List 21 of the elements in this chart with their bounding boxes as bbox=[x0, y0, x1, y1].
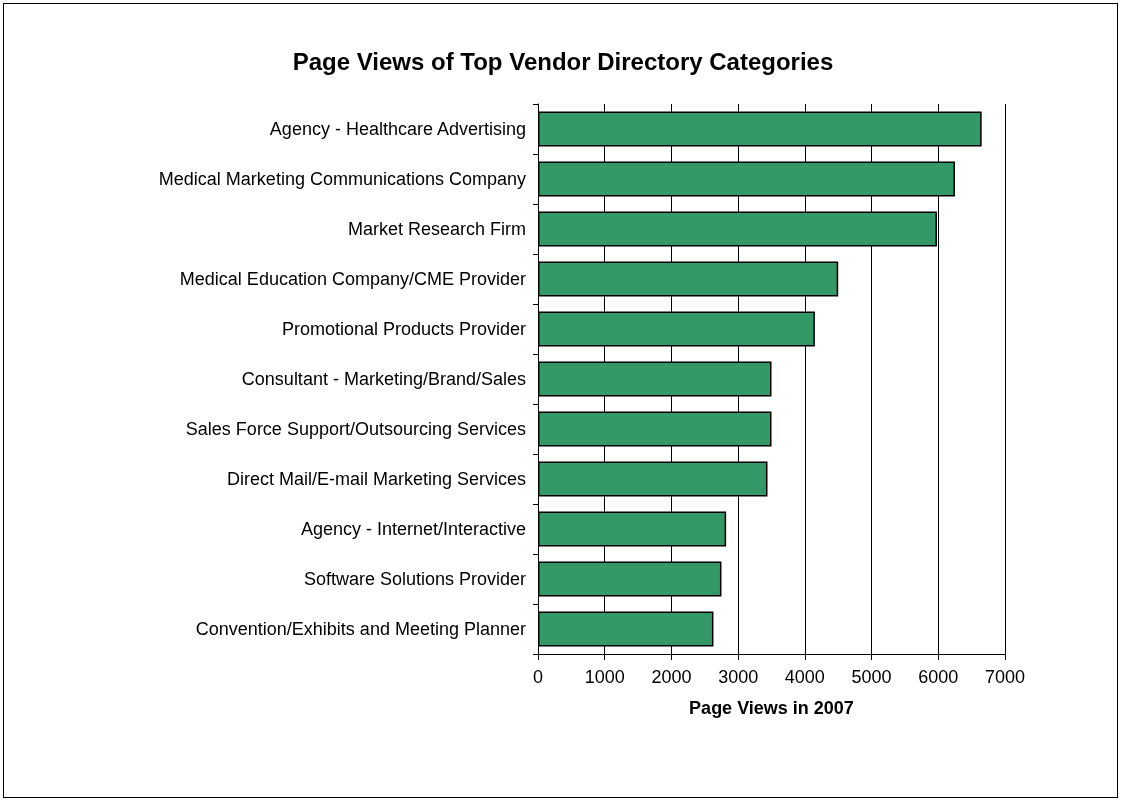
x-tick-label: 7000 bbox=[984, 667, 1026, 687]
x-tick-label: 2000 bbox=[651, 667, 692, 687]
y-tick-label: Software Solutions Provider bbox=[303, 569, 526, 589]
chart-title: Page Views of Top Vendor Directory Categories bbox=[292, 47, 834, 75]
y-tick-label: Medical Education Company/CME Provider bbox=[179, 269, 526, 289]
y-tick-label: Consultant - Marketing/Brand/Sales bbox=[241, 369, 526, 389]
x-tick-label: 4000 bbox=[784, 667, 825, 687]
y-tick-label: Convention/Exhibits and Meeting Planner bbox=[195, 619, 526, 639]
x-tick-label: 5000 bbox=[851, 667, 892, 687]
x-axis-title: Page Views in 2007 bbox=[689, 698, 854, 718]
x-tick-label: 6000 bbox=[918, 667, 959, 687]
y-tick-label: Agency - Healthcare Advertising bbox=[269, 119, 526, 139]
x-tick-label: 3000 bbox=[718, 667, 759, 687]
y-tick-label: Direct Mail/E-mail Marketing Services bbox=[226, 469, 526, 489]
x-tick-label: 1000 bbox=[584, 667, 625, 687]
y-tick-label: Medical Marketing Communications Company bbox=[158, 169, 526, 189]
y-tick-label: Promotional Products Provider bbox=[281, 319, 526, 339]
y-tick-label: Sales Force Support/Outsourcing Services bbox=[185, 419, 526, 439]
y-tick-label: Agency - Internet/Interactive bbox=[300, 519, 526, 539]
y-tick-label: Market Research Firm bbox=[347, 219, 526, 239]
x-tick-label: 0 bbox=[532, 667, 544, 687]
